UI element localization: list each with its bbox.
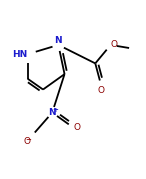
Text: O: O <box>74 124 81 132</box>
Text: O: O <box>24 137 31 146</box>
Text: +: + <box>52 107 58 113</box>
Text: O: O <box>111 40 118 49</box>
Text: HN: HN <box>12 50 28 59</box>
Text: −: − <box>25 137 31 143</box>
Text: O: O <box>98 86 105 95</box>
Text: N: N <box>48 108 56 117</box>
Text: N: N <box>55 36 62 45</box>
